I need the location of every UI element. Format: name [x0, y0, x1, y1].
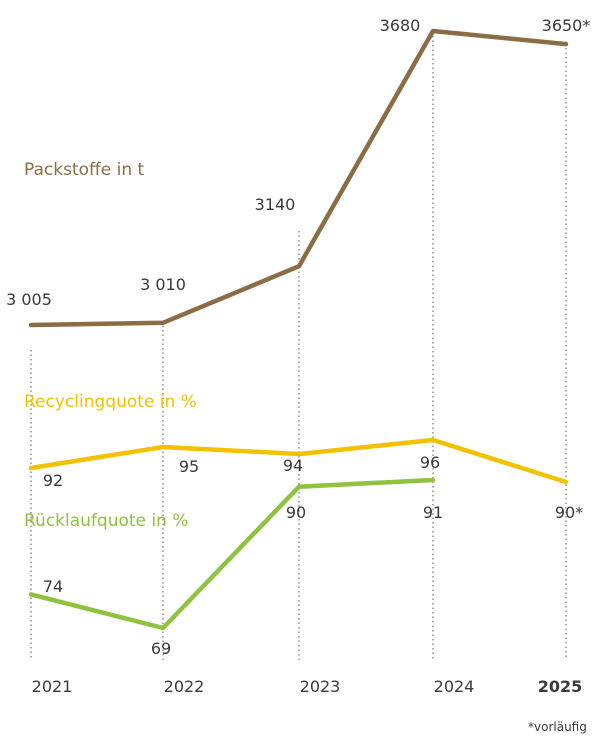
- data-label-s1-2021: 92: [43, 471, 63, 490]
- data-label-s2-2023: 90: [286, 503, 306, 522]
- series-line-1: [28, 437, 569, 485]
- data-label-s1-2023: 94: [283, 456, 303, 475]
- data-label-s0-2023: 3140: [255, 195, 296, 214]
- series-title-2: Rücklaufquote in %: [24, 511, 188, 531]
- data-label-s1-2022: 95: [179, 457, 199, 476]
- data-label-s0-2022: 3 010: [140, 275, 186, 294]
- x-tick-2024: 2024: [434, 677, 475, 696]
- series-title-0: Packstoffe in t: [24, 160, 144, 180]
- x-tick-2023: 2023: [300, 677, 341, 696]
- data-label-s2-2024: 91: [423, 503, 443, 522]
- series-title-1: Recyclingquote in %: [24, 392, 197, 412]
- x-axis-tick-labels: 2021 2022 2023 2024 2025: [32, 677, 583, 696]
- data-label-s0-2021: 3 005: [6, 290, 52, 309]
- data-label-s0-2024: 3680: [380, 16, 421, 35]
- series-lines: [28, 28, 569, 631]
- data-label-s1-2024: 96: [420, 453, 440, 472]
- data-label-s0-2025: 3650*: [542, 16, 591, 35]
- data-label-s1-2025: 90*: [555, 503, 583, 522]
- data-label-s2-2021: 74: [43, 577, 63, 596]
- series-line-2: [28, 477, 436, 631]
- data-labels: 3 005 3 010 3140 3680 3650* 92 95 94 96 90* 74 69 90…: [6, 16, 590, 658]
- series-titles: Packstoffe in t Recyclingquote in % Rückla…: [24, 160, 197, 531]
- x-tick-2021: 2021: [32, 677, 73, 696]
- year-gridlines: [30, 36, 567, 660]
- series-line-0: [28, 28, 569, 328]
- footnote: *vorläufig: [528, 720, 587, 734]
- x-tick-2022: 2022: [164, 677, 205, 696]
- data-label-s2-2022: 69: [151, 639, 171, 658]
- x-tick-2025: 2025: [538, 677, 583, 696]
